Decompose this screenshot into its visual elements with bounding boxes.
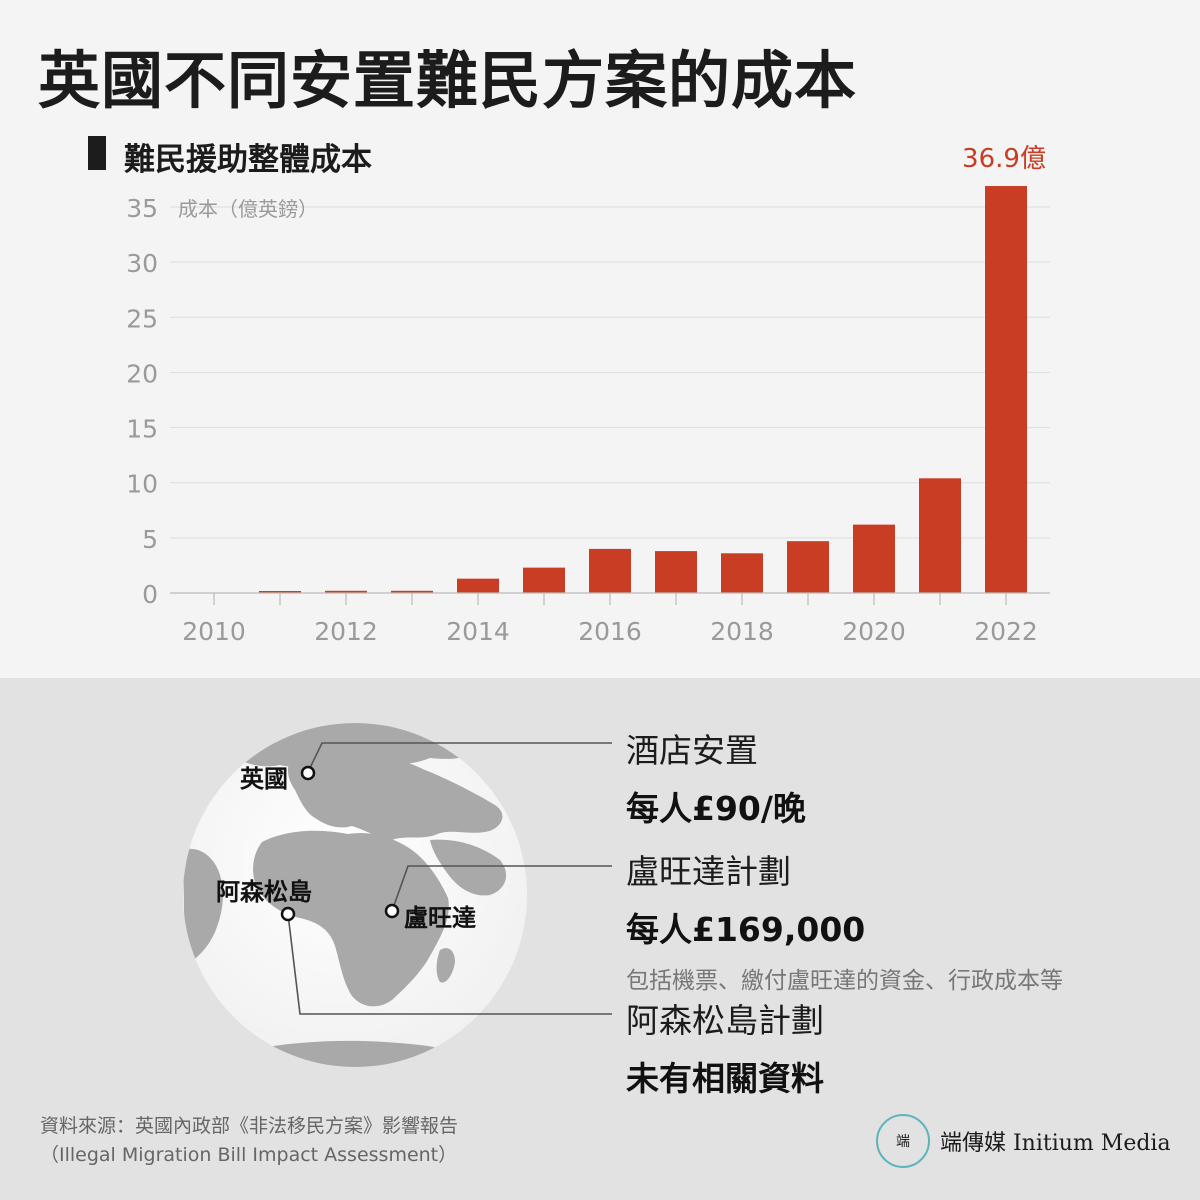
y-tick-label: 30 [126, 249, 158, 278]
y-tick-label: 5 [142, 525, 158, 554]
bar-2020 [853, 524, 895, 593]
chart-subtitle: 難民援助整體成本 [124, 142, 372, 178]
x-tick-label: 2014 [446, 617, 510, 646]
bar-2014 [457, 578, 499, 593]
source-line-1: 資料來源：英國內政部《非法移民方案》影響報告 [40, 1115, 459, 1137]
y-tick-label: 15 [126, 415, 158, 444]
bar-2011 [259, 591, 301, 593]
subtitle-marker [88, 136, 106, 170]
callout-label: 酒店安置 [626, 731, 758, 770]
y-tick-label: 20 [126, 359, 158, 388]
x-tick-label: 2012 [314, 617, 378, 646]
bar-2022 [985, 186, 1027, 593]
y-tick-label: 0 [142, 580, 158, 609]
gridlines [170, 206, 1050, 539]
bar-2021 [919, 478, 961, 593]
source-line-2: （Illegal Migration Bill Impact Assessmen… [40, 1143, 458, 1166]
x-tick-label: 2010 [182, 617, 246, 646]
callout-label: 阿森松島計劃 [626, 1001, 824, 1040]
bar-2012 [325, 590, 367, 593]
bar-2013 [391, 590, 433, 593]
source-note: 資料來源：英國內政部《非法移民方案》影響報告 （Illegal Migratio… [40, 1112, 458, 1169]
bar-2015 [523, 567, 565, 593]
x-tick-label: 2020 [842, 617, 906, 646]
bar-2016 [589, 548, 631, 593]
callout-note: 包括機票、繳付盧旺達的資金、行政成本等 [626, 968, 1063, 994]
callout-rwanda: 盧旺達計劃 每人£169,000 包括機票、繳付盧旺達的資金、行政成本等 [626, 845, 1063, 995]
callout-label: 盧旺達計劃 [626, 852, 791, 891]
bar-2018 [721, 553, 763, 593]
bar-2019 [787, 541, 829, 593]
x-tick-label: 2022 [974, 617, 1038, 646]
brand-name: 端傳媒 Initium Media [940, 1131, 1171, 1156]
bar-annotation: 36.9億 [962, 144, 1046, 174]
axis: 0 5 10 15 20 25 30 35 成本（億英鎊） 2010 2012 2014 2016 201… [126, 144, 1050, 646]
brand-logo-icon: 端 [876, 1114, 930, 1168]
y-tick-label: 35 [126, 194, 158, 223]
label-ascension: 阿森松島 [216, 878, 312, 906]
y-tick-label: 25 [126, 304, 158, 333]
callout-ascension: 阿森松島計劃 未有相關資料 [626, 994, 824, 1100]
callout-value: 未有相關資料 [626, 1059, 824, 1098]
callout-value: 每人£90/晚 [626, 789, 806, 828]
y-axis-label: 成本（億英鎊） [178, 197, 318, 221]
bar-chart: 0 5 10 15 20 25 30 35 成本（億英鎊） 2010 2012 2014 2016 201… [126, 144, 1050, 646]
label-rwanda: 盧旺達 [404, 904, 476, 932]
bars [259, 186, 1027, 593]
x-tick-label: 2016 [578, 617, 642, 646]
page-title: 英國不同安置難民方案的成本 [38, 44, 858, 117]
callout-value: 每人£169,000 [626, 910, 866, 949]
bar-2017 [655, 551, 697, 593]
label-uk: 英國 [240, 765, 288, 793]
x-tick-label: 2018 [710, 617, 774, 646]
callout-hotel: 酒店安置 每人£90/晚 [626, 724, 806, 830]
y-tick-label: 10 [126, 470, 158, 499]
